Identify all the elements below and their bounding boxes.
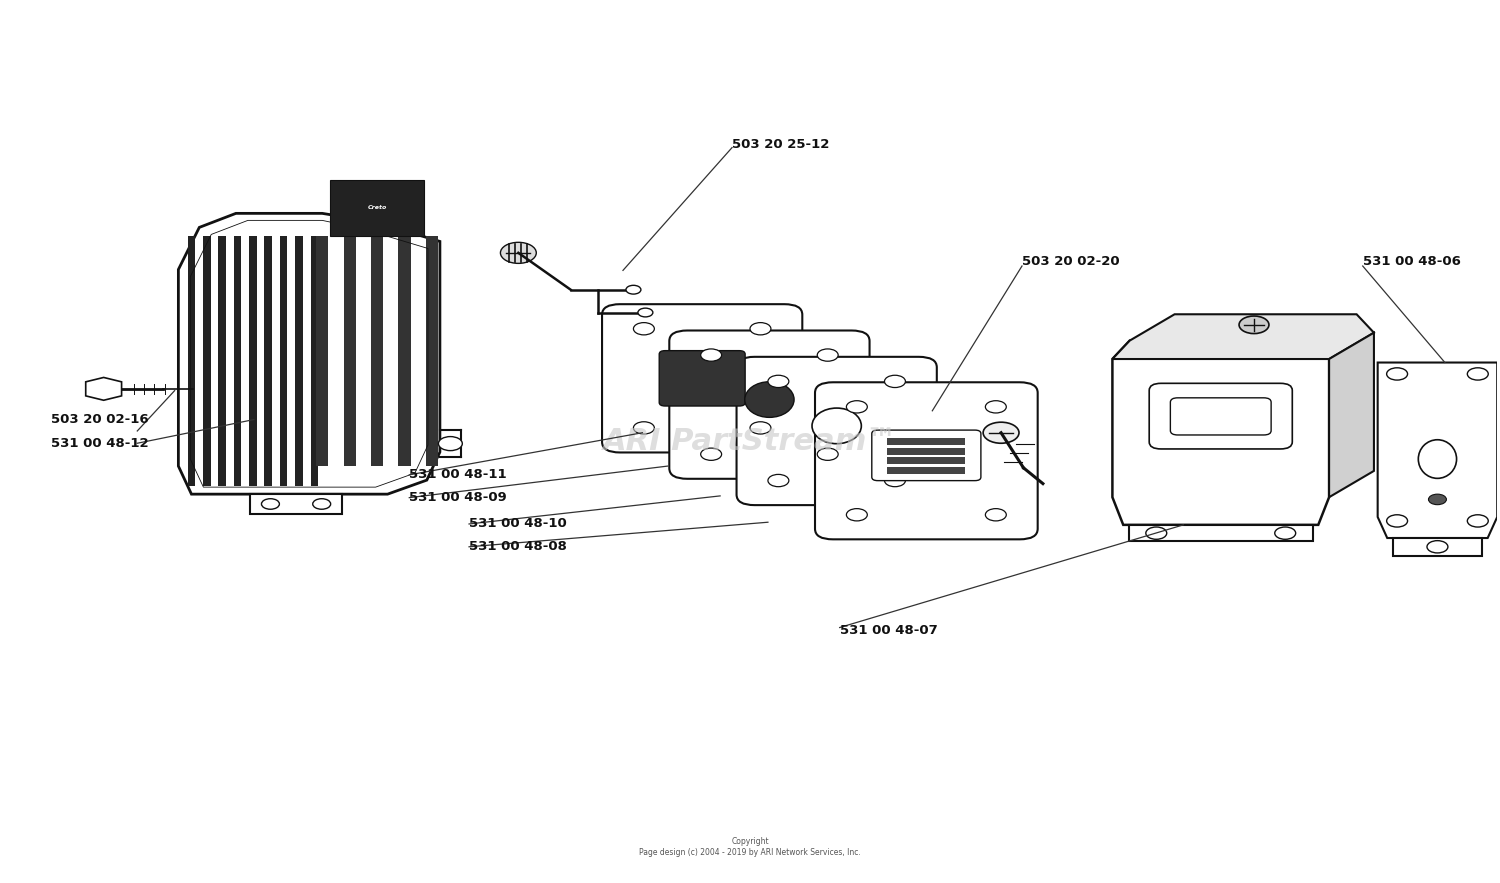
Circle shape <box>818 349 839 361</box>
Text: Copyright
Page design (c) 2004 - 2019 by ARI Network Services, Inc.: Copyright Page design (c) 2004 - 2019 by… <box>639 837 861 857</box>
Bar <box>344 236 355 466</box>
Bar <box>888 457 965 464</box>
FancyBboxPatch shape <box>736 357 938 505</box>
Bar <box>251 494 342 514</box>
Bar <box>1128 525 1312 541</box>
Circle shape <box>633 322 654 335</box>
Bar <box>316 236 328 466</box>
Circle shape <box>261 499 279 509</box>
Circle shape <box>1467 368 1488 380</box>
Circle shape <box>750 322 771 335</box>
FancyBboxPatch shape <box>871 430 981 480</box>
Circle shape <box>846 401 867 413</box>
Polygon shape <box>1113 341 1329 525</box>
Text: ARI PartStream™: ARI PartStream™ <box>603 427 897 456</box>
Circle shape <box>846 509 867 521</box>
Polygon shape <box>1113 314 1374 359</box>
Ellipse shape <box>1419 440 1456 479</box>
Bar <box>234 236 242 486</box>
Bar <box>219 236 226 486</box>
Bar <box>888 448 965 455</box>
Circle shape <box>626 285 640 294</box>
Bar <box>1392 538 1482 555</box>
FancyBboxPatch shape <box>1170 398 1270 435</box>
Circle shape <box>501 242 537 263</box>
Bar <box>370 236 382 466</box>
Ellipse shape <box>812 408 861 443</box>
Bar <box>249 236 256 486</box>
Circle shape <box>1239 316 1269 334</box>
FancyBboxPatch shape <box>669 330 870 479</box>
Bar <box>888 438 965 445</box>
Text: Creto: Creto <box>368 205 387 210</box>
Bar <box>296 236 303 486</box>
Polygon shape <box>178 214 440 494</box>
Circle shape <box>1467 515 1488 527</box>
Bar <box>280 236 288 486</box>
Circle shape <box>1428 494 1446 505</box>
FancyBboxPatch shape <box>602 304 802 452</box>
Text: 531 00 48-09: 531 00 48-09 <box>410 491 507 504</box>
Circle shape <box>818 448 839 460</box>
Circle shape <box>986 401 1006 413</box>
Circle shape <box>1386 368 1407 380</box>
Circle shape <box>768 474 789 487</box>
Circle shape <box>1386 515 1407 527</box>
Text: 531 00 48-11: 531 00 48-11 <box>410 468 507 481</box>
Bar <box>264 236 272 486</box>
Circle shape <box>885 474 906 487</box>
Text: 503 20 02-20: 503 20 02-20 <box>1022 255 1119 268</box>
Text: 531 00 48-08: 531 00 48-08 <box>470 540 567 554</box>
Ellipse shape <box>746 381 794 418</box>
Bar <box>202 236 210 486</box>
Circle shape <box>986 509 1006 521</box>
Text: 531 00 48-07: 531 00 48-07 <box>840 623 938 637</box>
Circle shape <box>1275 527 1296 540</box>
Circle shape <box>312 499 330 509</box>
Circle shape <box>750 422 771 434</box>
Circle shape <box>700 349 721 361</box>
Bar <box>888 467 965 474</box>
Bar <box>188 236 195 486</box>
FancyBboxPatch shape <box>658 351 746 406</box>
Bar <box>310 236 318 486</box>
Polygon shape <box>1329 333 1374 497</box>
Bar <box>330 179 424 236</box>
Circle shape <box>700 448 721 460</box>
Text: 531 00 48-06: 531 00 48-06 <box>1362 255 1461 268</box>
Circle shape <box>638 308 652 317</box>
Circle shape <box>982 422 1018 443</box>
Text: 531 00 48-10: 531 00 48-10 <box>470 517 567 531</box>
Circle shape <box>1426 540 1448 553</box>
Bar <box>399 236 411 466</box>
FancyBboxPatch shape <box>1149 383 1293 449</box>
Circle shape <box>633 422 654 434</box>
Text: 503 20 02-16: 503 20 02-16 <box>51 413 148 426</box>
Circle shape <box>768 375 789 388</box>
FancyBboxPatch shape <box>815 382 1038 540</box>
Bar <box>426 236 438 466</box>
Polygon shape <box>1377 363 1497 538</box>
Circle shape <box>438 436 462 450</box>
Circle shape <box>1146 527 1167 540</box>
Text: 531 00 48-12: 531 00 48-12 <box>51 437 148 449</box>
Circle shape <box>885 375 906 388</box>
Text: 503 20 25-12: 503 20 25-12 <box>732 139 830 151</box>
Polygon shape <box>86 377 122 400</box>
